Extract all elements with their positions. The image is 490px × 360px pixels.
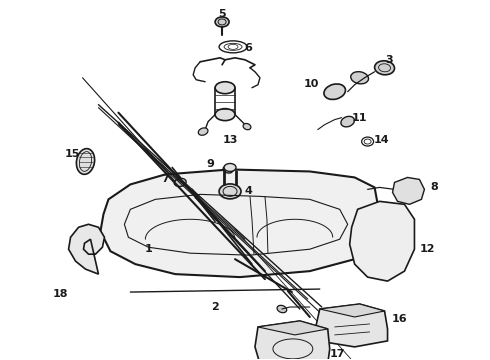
Text: 1: 1	[145, 244, 152, 254]
Ellipse shape	[215, 82, 235, 94]
Ellipse shape	[341, 116, 354, 127]
Text: 4: 4	[244, 186, 252, 197]
Ellipse shape	[223, 166, 233, 173]
Text: 12: 12	[419, 244, 435, 254]
Ellipse shape	[215, 109, 235, 121]
Ellipse shape	[76, 149, 95, 174]
Text: 14: 14	[374, 135, 390, 145]
Text: 3: 3	[386, 55, 393, 65]
Ellipse shape	[324, 84, 345, 99]
Polygon shape	[316, 304, 388, 347]
Text: 7: 7	[161, 175, 169, 184]
Text: 13: 13	[222, 135, 238, 145]
Text: 18: 18	[53, 289, 68, 299]
Polygon shape	[350, 201, 415, 281]
Ellipse shape	[351, 72, 368, 84]
Ellipse shape	[277, 305, 287, 313]
Ellipse shape	[243, 123, 251, 130]
Polygon shape	[258, 321, 328, 335]
Text: 15: 15	[65, 149, 80, 158]
Ellipse shape	[215, 17, 229, 27]
Polygon shape	[392, 177, 424, 204]
Polygon shape	[69, 224, 104, 274]
Ellipse shape	[174, 178, 186, 186]
Text: 11: 11	[352, 113, 368, 123]
Polygon shape	[320, 304, 385, 317]
Text: 9: 9	[206, 159, 214, 170]
Text: 5: 5	[218, 9, 226, 19]
Text: 17: 17	[330, 349, 345, 359]
Polygon shape	[255, 321, 330, 360]
Polygon shape	[100, 170, 380, 277]
Text: 8: 8	[431, 183, 438, 192]
Text: 16: 16	[392, 314, 407, 324]
Ellipse shape	[224, 163, 236, 171]
Ellipse shape	[374, 61, 394, 75]
Text: 2: 2	[211, 302, 219, 312]
Ellipse shape	[219, 184, 241, 199]
Text: 10: 10	[304, 79, 319, 89]
Text: 6: 6	[244, 43, 252, 53]
Ellipse shape	[198, 128, 208, 135]
